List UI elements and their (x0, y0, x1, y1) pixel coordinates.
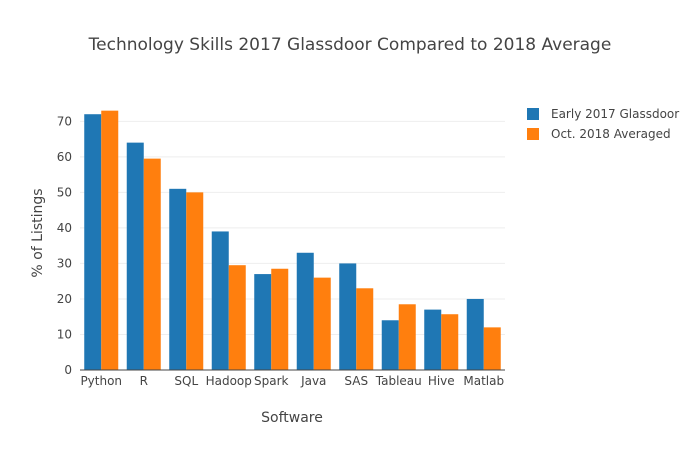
y-tick-label: 40 (57, 221, 72, 235)
y-tick-label: 70 (57, 114, 72, 128)
y-tick-label: 50 (57, 185, 72, 199)
x-tick-label: Java (300, 374, 326, 388)
bar-spark-series-1[interactable] (254, 274, 272, 370)
bar-matlab-series-1[interactable] (466, 298, 484, 370)
bar-hive-series-1[interactable] (424, 309, 442, 370)
y-tick-label: 30 (57, 256, 72, 270)
bar-sas-series-1[interactable] (339, 263, 357, 370)
x-tick-labels: Python R SQL Hadoop Spark Java SAS Tableau Hive M… (80, 374, 504, 388)
legend-swatch[interactable] (527, 128, 539, 140)
bar-r-series-1[interactable] (126, 142, 144, 370)
bar-spark-series-2[interactable] (271, 268, 289, 370)
y-tick-label: 0 (64, 363, 72, 377)
x-tick-label: Hadoop (206, 374, 252, 388)
x-tick-label: SQL (174, 374, 198, 388)
bar-r-series-2[interactable] (143, 158, 161, 370)
bar-hadoop-series-1[interactable] (211, 231, 229, 370)
x-tick-label: Tableau (375, 374, 422, 388)
y-tick-label: 20 (57, 292, 72, 306)
chart-title: Technology Skills 2017 Glassdoor Compare… (88, 35, 612, 55)
x-tick-label: SAS (344, 374, 368, 388)
y-tick-label: 10 (57, 327, 72, 341)
bar-java-series-1[interactable] (296, 252, 314, 370)
y-tick-label: 60 (57, 150, 72, 164)
y-tick-labels: 0 10 20 30 40 50 60 70 (57, 114, 72, 377)
bar-python-series-2[interactable] (101, 110, 119, 370)
x-tick-label: Matlab (463, 374, 504, 388)
x-tick-label: R (140, 374, 148, 388)
legend-label[interactable]: Early 2017 Glassdoor (551, 107, 679, 121)
bar-java-series-2[interactable] (313, 277, 331, 370)
legend[interactable]: Early 2017 Glassdoor Oct. 2018 Averaged (527, 107, 679, 141)
bar-sql-series-2[interactable] (186, 192, 204, 370)
x-tick-label: Python (80, 374, 122, 388)
bar-sas-series-2[interactable] (356, 288, 374, 370)
bar-python-series-1[interactable] (84, 114, 102, 370)
bar-matlab-series-2[interactable] (483, 327, 501, 370)
x-tick-label: Spark (254, 374, 289, 388)
legend-swatch[interactable] (527, 108, 539, 120)
bar-tableau-series-2[interactable] (398, 304, 416, 370)
bar-sql-series-1[interactable] (169, 188, 187, 370)
x-axis-title: Software (261, 410, 323, 426)
bar-hive-series-2[interactable] (441, 314, 459, 370)
legend-label[interactable]: Oct. 2018 Averaged (551, 127, 671, 141)
y-axis-title: % of Listings (30, 188, 46, 277)
bar-tableau-series-1[interactable] (381, 320, 399, 370)
bar-hadoop-series-2[interactable] (228, 265, 246, 370)
x-tick-label: Hive (428, 374, 455, 388)
bars (84, 110, 501, 370)
